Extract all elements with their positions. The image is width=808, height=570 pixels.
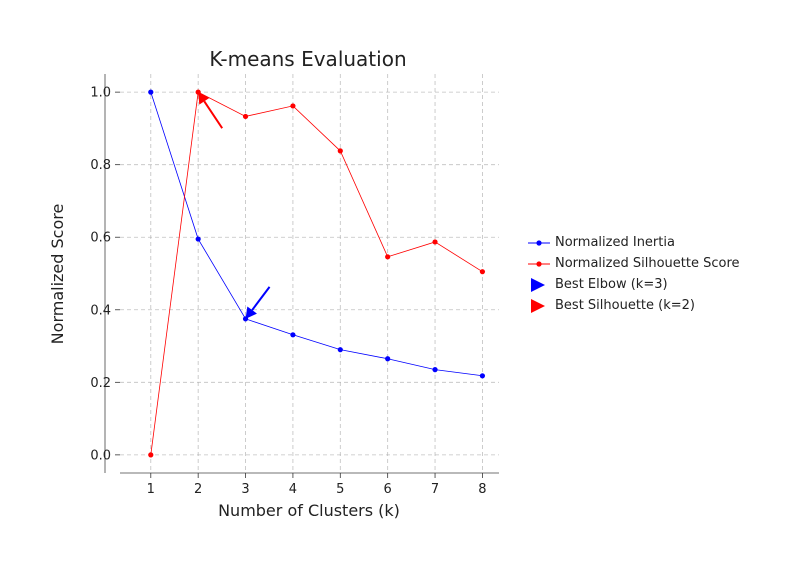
series-point-0 bbox=[385, 356, 391, 362]
annotation-arrow-shaft bbox=[251, 286, 271, 311]
x-tick-label: 2 bbox=[194, 482, 202, 497]
x-tick-label: 4 bbox=[289, 482, 297, 497]
legend-item-inertia: Normalized Inertia bbox=[528, 232, 740, 253]
data-series bbox=[148, 89, 486, 458]
series-point-1 bbox=[432, 239, 438, 245]
x-tick-label: 5 bbox=[336, 482, 344, 497]
legend-label-best-elbow: Best Elbow (k=3) bbox=[555, 277, 668, 292]
legend-label-silhouette: Normalized Silhouette Score bbox=[555, 256, 740, 271]
series-point-0 bbox=[432, 367, 438, 373]
series-point-0 bbox=[195, 236, 201, 242]
y-tick-label: 0.8 bbox=[90, 158, 111, 173]
y-tick-label: 0.4 bbox=[90, 303, 111, 318]
y-axis-label: Normalized Score bbox=[48, 204, 67, 345]
chart-legend: Normalized Inertia Normalized Silhouette… bbox=[528, 232, 740, 316]
series-point-1 bbox=[385, 254, 391, 260]
x-axis-ticks: 1 2 3 4 5 6 7 8 bbox=[147, 473, 487, 497]
y-tick-label: 0.6 bbox=[90, 231, 111, 246]
series-point-1 bbox=[148, 452, 154, 458]
legend-item-silhouette: Normalized Silhouette Score bbox=[528, 253, 740, 274]
series-point-0 bbox=[148, 89, 154, 95]
legend-item-best-elbow: Best Elbow (k=3) bbox=[528, 274, 740, 295]
legend-item-best-silhouette: Best Silhouette (k=2) bbox=[528, 295, 740, 316]
annotation-arrows bbox=[198, 92, 271, 319]
x-axis-label: Number of Clusters (k) bbox=[218, 501, 400, 520]
x-tick-label: 8 bbox=[478, 482, 486, 497]
x-tick-label: 1 bbox=[147, 482, 155, 497]
y-tick-label: 0.2 bbox=[90, 376, 111, 391]
legend-label-inertia: Normalized Inertia bbox=[555, 235, 675, 250]
legend-marker-inertia bbox=[528, 239, 550, 246]
series-point-0 bbox=[290, 332, 296, 338]
x-tick-label: 3 bbox=[241, 482, 249, 497]
series-point-0 bbox=[479, 373, 486, 379]
chart-title: K-means Evaluation bbox=[209, 47, 406, 71]
triangle-right-icon bbox=[531, 298, 545, 313]
annotation-arrow-head bbox=[245, 306, 257, 319]
y-tick-label: 1.0 bbox=[90, 86, 111, 101]
y-tick-label: 0.0 bbox=[90, 448, 111, 463]
series-line-1 bbox=[150, 91, 483, 455]
axes bbox=[104, 74, 499, 474]
series-point-1 bbox=[242, 113, 249, 120]
y-axis-ticks: 0.0 0.2 0.4 0.6 0.8 1.0 bbox=[90, 86, 120, 463]
legend-marker-silhouette bbox=[528, 260, 550, 267]
series-point-1 bbox=[337, 148, 343, 154]
series-point-1 bbox=[479, 269, 486, 275]
legend-label-best-silhouette: Best Silhouette (k=2) bbox=[555, 298, 695, 313]
x-tick-label: 6 bbox=[384, 482, 392, 497]
annotation-arrow-shaft bbox=[203, 100, 224, 129]
series-point-0 bbox=[337, 347, 343, 353]
series-line-0 bbox=[150, 92, 483, 377]
triangle-right-icon bbox=[531, 277, 545, 292]
series-point-1 bbox=[290, 103, 296, 109]
annotation-arrow-head bbox=[198, 92, 210, 105]
grid-lines bbox=[120, 74, 499, 473]
x-tick-label: 7 bbox=[431, 482, 439, 497]
